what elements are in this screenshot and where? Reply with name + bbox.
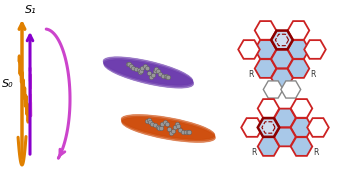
Text: S₀: S₀ xyxy=(2,79,14,89)
Polygon shape xyxy=(271,69,293,87)
Text: R: R xyxy=(313,148,319,157)
Polygon shape xyxy=(304,40,326,59)
Ellipse shape xyxy=(121,115,215,139)
Polygon shape xyxy=(275,34,289,46)
Polygon shape xyxy=(274,109,296,127)
Polygon shape xyxy=(288,21,309,40)
Polygon shape xyxy=(258,137,279,156)
Polygon shape xyxy=(258,118,279,137)
Polygon shape xyxy=(281,81,301,98)
Polygon shape xyxy=(291,99,312,118)
Ellipse shape xyxy=(103,57,193,85)
Polygon shape xyxy=(263,81,283,98)
Polygon shape xyxy=(258,118,279,137)
Polygon shape xyxy=(241,118,263,137)
Text: R: R xyxy=(310,70,316,79)
Text: R: R xyxy=(249,70,254,79)
Polygon shape xyxy=(271,31,293,49)
Polygon shape xyxy=(291,137,312,156)
Polygon shape xyxy=(255,21,276,40)
Polygon shape xyxy=(288,59,309,78)
Ellipse shape xyxy=(103,58,193,87)
Text: S₁: S₁ xyxy=(25,5,37,15)
Polygon shape xyxy=(262,122,275,133)
Polygon shape xyxy=(288,40,309,59)
Polygon shape xyxy=(238,40,260,59)
Polygon shape xyxy=(291,118,312,137)
Polygon shape xyxy=(258,99,279,118)
Ellipse shape xyxy=(122,118,215,143)
Polygon shape xyxy=(271,50,293,68)
Polygon shape xyxy=(307,118,329,137)
Polygon shape xyxy=(274,128,296,146)
Polygon shape xyxy=(255,59,276,78)
Polygon shape xyxy=(255,40,276,59)
Text: R: R xyxy=(252,148,257,157)
Polygon shape xyxy=(271,31,293,49)
Ellipse shape xyxy=(121,116,215,141)
Ellipse shape xyxy=(104,60,193,88)
